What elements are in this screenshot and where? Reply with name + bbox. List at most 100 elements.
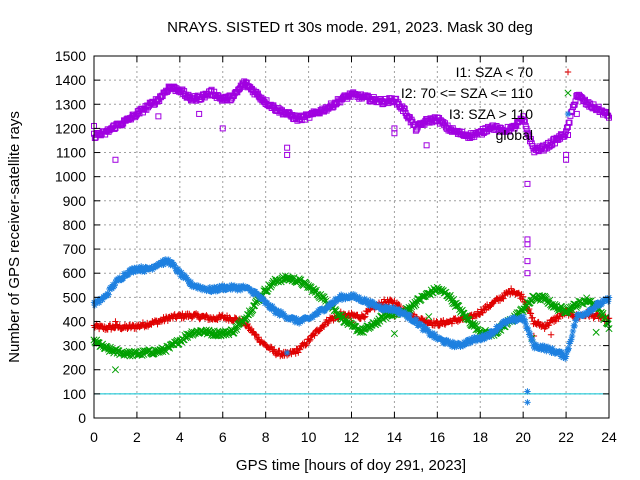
data-point: [275, 307, 282, 315]
data-point: [522, 320, 529, 328]
data-point: [476, 333, 483, 340]
y-tick-label: 1000: [55, 169, 86, 185]
outlier-point: [524, 258, 531, 265]
y-tick-label: 900: [63, 193, 87, 209]
outlier-point: [547, 331, 555, 338]
data-point: [205, 285, 213, 292]
data-point: [350, 291, 357, 298]
data-point: [124, 325, 131, 333]
data-point: [413, 317, 420, 325]
data-point: [419, 293, 427, 301]
data-point: [211, 88, 218, 95]
outlier-point: [423, 142, 430, 149]
x-tick-label: 8: [262, 429, 270, 445]
data-point: [373, 301, 380, 308]
data-point: [521, 316, 529, 323]
outlier-point: [524, 236, 531, 243]
data-point: [398, 308, 405, 316]
data-point: [558, 348, 565, 356]
outlier-point: [196, 110, 203, 117]
data-point: [228, 286, 236, 293]
data-point: [463, 315, 471, 323]
axis-ticks: 0 2 4 6 8 10 12 14 16 18 20 22 240100200300400500600…: [55, 48, 617, 445]
data-point: [390, 304, 397, 311]
data-point: [526, 132, 533, 139]
data-point: [517, 314, 524, 321]
legend-marker: [564, 110, 572, 118]
data-point: [497, 323, 505, 330]
data-point: [407, 304, 415, 312]
data-point: [356, 328, 364, 336]
data-point: [188, 314, 196, 322]
y-tick-label: 1300: [55, 96, 86, 112]
data-point: [321, 295, 329, 303]
data-point: [565, 345, 572, 352]
data-point: [569, 327, 577, 335]
data-point: [452, 340, 459, 347]
data-point: [268, 306, 275, 313]
outlier-point: [155, 113, 162, 120]
data-point: [425, 328, 432, 335]
data-point: [242, 315, 250, 323]
y-tick-label: 1100: [56, 145, 86, 161]
data-point: [261, 300, 269, 307]
data-point: [264, 299, 271, 307]
data-point: [571, 101, 578, 108]
data-point: [138, 263, 145, 270]
data-point: [254, 90, 261, 97]
legend-item: global: [496, 127, 571, 143]
data-point: [428, 329, 436, 337]
legend-marker: [564, 68, 572, 76]
data-point: [564, 124, 571, 131]
data-point: [450, 339, 457, 347]
data-point: [599, 309, 607, 318]
data-point: [268, 279, 277, 287]
data-point: [526, 330, 534, 337]
data-point: [447, 341, 455, 348]
data-point: [482, 334, 489, 342]
data-point: [424, 326, 432, 333]
data-point: [506, 315, 513, 323]
data-point: [562, 355, 569, 362]
data-point: [280, 310, 287, 317]
x-tick-label: 22: [558, 429, 574, 445]
y-tick-label: 1200: [55, 120, 86, 136]
series-group: [90, 78, 613, 406]
outlier-point: [112, 156, 119, 163]
data-point: [198, 284, 205, 292]
x-tick-label: 24: [601, 429, 617, 445]
data-point: [95, 299, 103, 306]
data-point: [507, 317, 514, 325]
data-point: [346, 294, 353, 302]
data-point: [557, 353, 565, 360]
legend-label: I3: SZA > 110: [449, 106, 533, 122]
data-point: [306, 337, 313, 345]
data-point: [254, 291, 262, 298]
data-point: [525, 326, 532, 334]
outlier-point: [592, 328, 600, 336]
data-point: [568, 332, 576, 340]
data-point: [533, 342, 541, 350]
data-point: [524, 324, 531, 331]
data-point: [443, 336, 450, 344]
data-point: [450, 295, 458, 304]
data-point: [350, 294, 358, 302]
data-point: [394, 310, 402, 317]
data-point: [412, 315, 420, 323]
data-point: [356, 293, 363, 301]
data-point: [237, 286, 244, 294]
data-point: [105, 291, 112, 298]
data-point: [566, 119, 573, 126]
data-point: [175, 267, 183, 274]
data-point: [415, 322, 422, 329]
data-point: [154, 346, 162, 355]
data-point: [406, 311, 414, 319]
data-point: [521, 305, 529, 313]
x-tick-label: 4: [176, 429, 184, 445]
data-point: [508, 318, 516, 325]
x-tick-label: 2: [133, 429, 141, 445]
y-tick-label: 300: [63, 338, 87, 354]
data-point: [549, 345, 556, 352]
data-point: [187, 278, 195, 286]
